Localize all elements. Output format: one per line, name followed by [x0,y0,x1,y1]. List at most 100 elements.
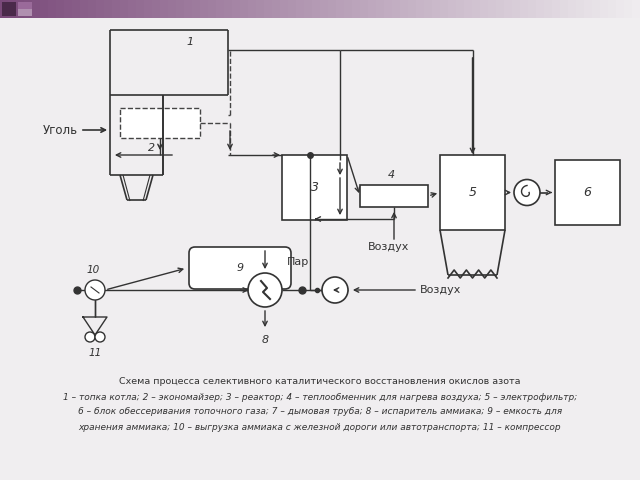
Bar [288,0,296,18]
Bar [176,0,184,18]
Circle shape [95,332,105,342]
Bar [168,0,176,18]
Bar [304,0,312,18]
Bar [368,0,376,18]
Bar [282,155,347,220]
Bar [256,0,264,18]
Bar [608,0,616,18]
Bar [72,0,80,18]
Bar [552,0,560,18]
Bar [184,0,192,18]
Text: 5: 5 [468,186,477,199]
Bar [40,0,48,18]
Bar [248,0,256,18]
Bar [320,0,328,18]
Bar [456,0,464,18]
Bar [88,0,96,18]
Circle shape [248,273,282,307]
Bar [8,0,16,18]
Bar [624,0,632,18]
Text: 3: 3 [310,181,319,194]
Bar [104,0,112,18]
Bar [424,0,432,18]
Bar [520,0,528,18]
Bar [440,0,448,18]
Bar [240,0,248,18]
Bar [392,0,400,18]
Text: 2: 2 [148,143,156,153]
Text: 1 – топка котла; 2 – экономайзер; 3 – реактор; 4 – теплообменник для нагрева воз: 1 – топка котла; 2 – экономайзер; 3 – ре… [63,393,577,401]
Bar [616,0,624,18]
Bar [264,0,272,18]
Bar [360,185,428,207]
Bar [56,0,64,18]
Bar [480,0,488,18]
Bar [24,0,32,18]
Bar [632,0,640,18]
Circle shape [85,280,105,300]
Bar [544,0,552,18]
Bar [296,0,304,18]
Bar [136,0,144,18]
FancyBboxPatch shape [189,247,291,289]
Text: 4: 4 [387,170,395,180]
Bar [32,0,40,18]
Bar [18,9,32,16]
Bar [464,0,472,18]
Bar [496,0,504,18]
Bar [560,0,568,18]
Bar [120,0,128,18]
Text: Уголь: Уголь [42,123,77,136]
Bar [384,0,392,18]
Bar [96,0,104,18]
Bar [80,0,88,18]
Bar [152,0,160,18]
Bar [328,0,336,18]
Text: Воздух: Воздух [420,285,461,295]
Bar [0,0,8,18]
Bar [16,0,24,18]
Bar [336,0,344,18]
Bar [344,0,352,18]
Text: 8: 8 [261,335,269,345]
Circle shape [322,277,348,303]
Text: 6: 6 [584,186,591,199]
Bar [200,0,208,18]
Bar [352,0,360,18]
Text: 10: 10 [86,265,100,275]
Circle shape [85,332,95,342]
Bar [555,160,620,225]
Bar [224,0,232,18]
Circle shape [514,180,540,205]
Bar [568,0,576,18]
Bar [512,0,520,18]
Bar [472,0,480,18]
Bar [360,0,368,18]
Bar [160,0,168,18]
Text: Схема процесса селективного каталитического восстановления окислов азота: Схема процесса селективного каталитическ… [119,377,521,386]
Bar [576,0,584,18]
Bar [216,0,224,18]
Text: Пар: Пар [287,257,309,267]
Text: 1: 1 [186,37,193,47]
Bar [440,155,505,230]
Bar [280,0,288,18]
Text: 9: 9 [236,263,244,273]
Bar [312,0,320,18]
Bar [232,0,240,18]
Bar [48,0,56,18]
Bar [208,0,216,18]
Bar [64,0,72,18]
Bar [416,0,424,18]
Text: 11: 11 [88,348,102,358]
Bar [592,0,600,18]
Bar [128,0,136,18]
Text: Воздух: Воздух [368,242,410,252]
Text: 6 – блок обессеривания топочного газа; 7 – дымовая труба; 8 – испаритель аммиака: 6 – блок обессеривания топочного газа; 7… [78,408,562,417]
Bar [528,0,536,18]
Bar [432,0,440,18]
Bar [376,0,384,18]
Bar [536,0,544,18]
Bar [18,2,32,9]
Text: хранения аммиака; 10 – выгрузка аммиака с железной дороги или автотранспорта; 11: хранения аммиака; 10 – выгрузка аммиака … [79,422,561,432]
